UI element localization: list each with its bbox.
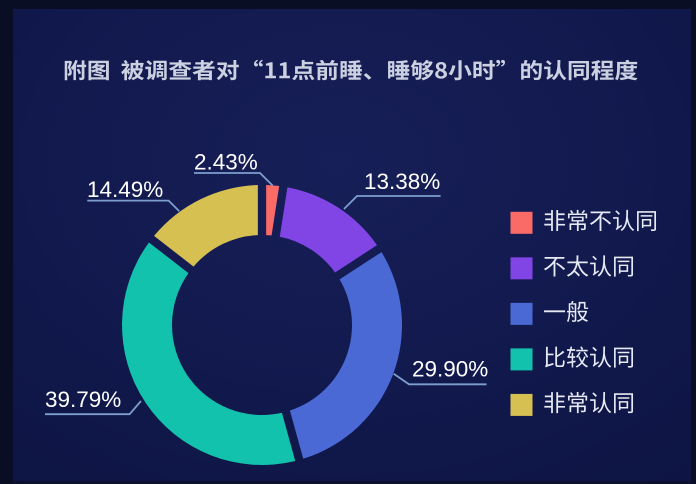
svg-text:2.43%: 2.43% [194,149,258,174]
svg-text:13.38%: 13.38% [364,169,440,194]
svg-text:39.79%: 39.79% [45,387,121,412]
svg-text:14.49%: 14.49% [87,177,163,202]
svg-text:29.90%: 29.90% [412,356,488,381]
